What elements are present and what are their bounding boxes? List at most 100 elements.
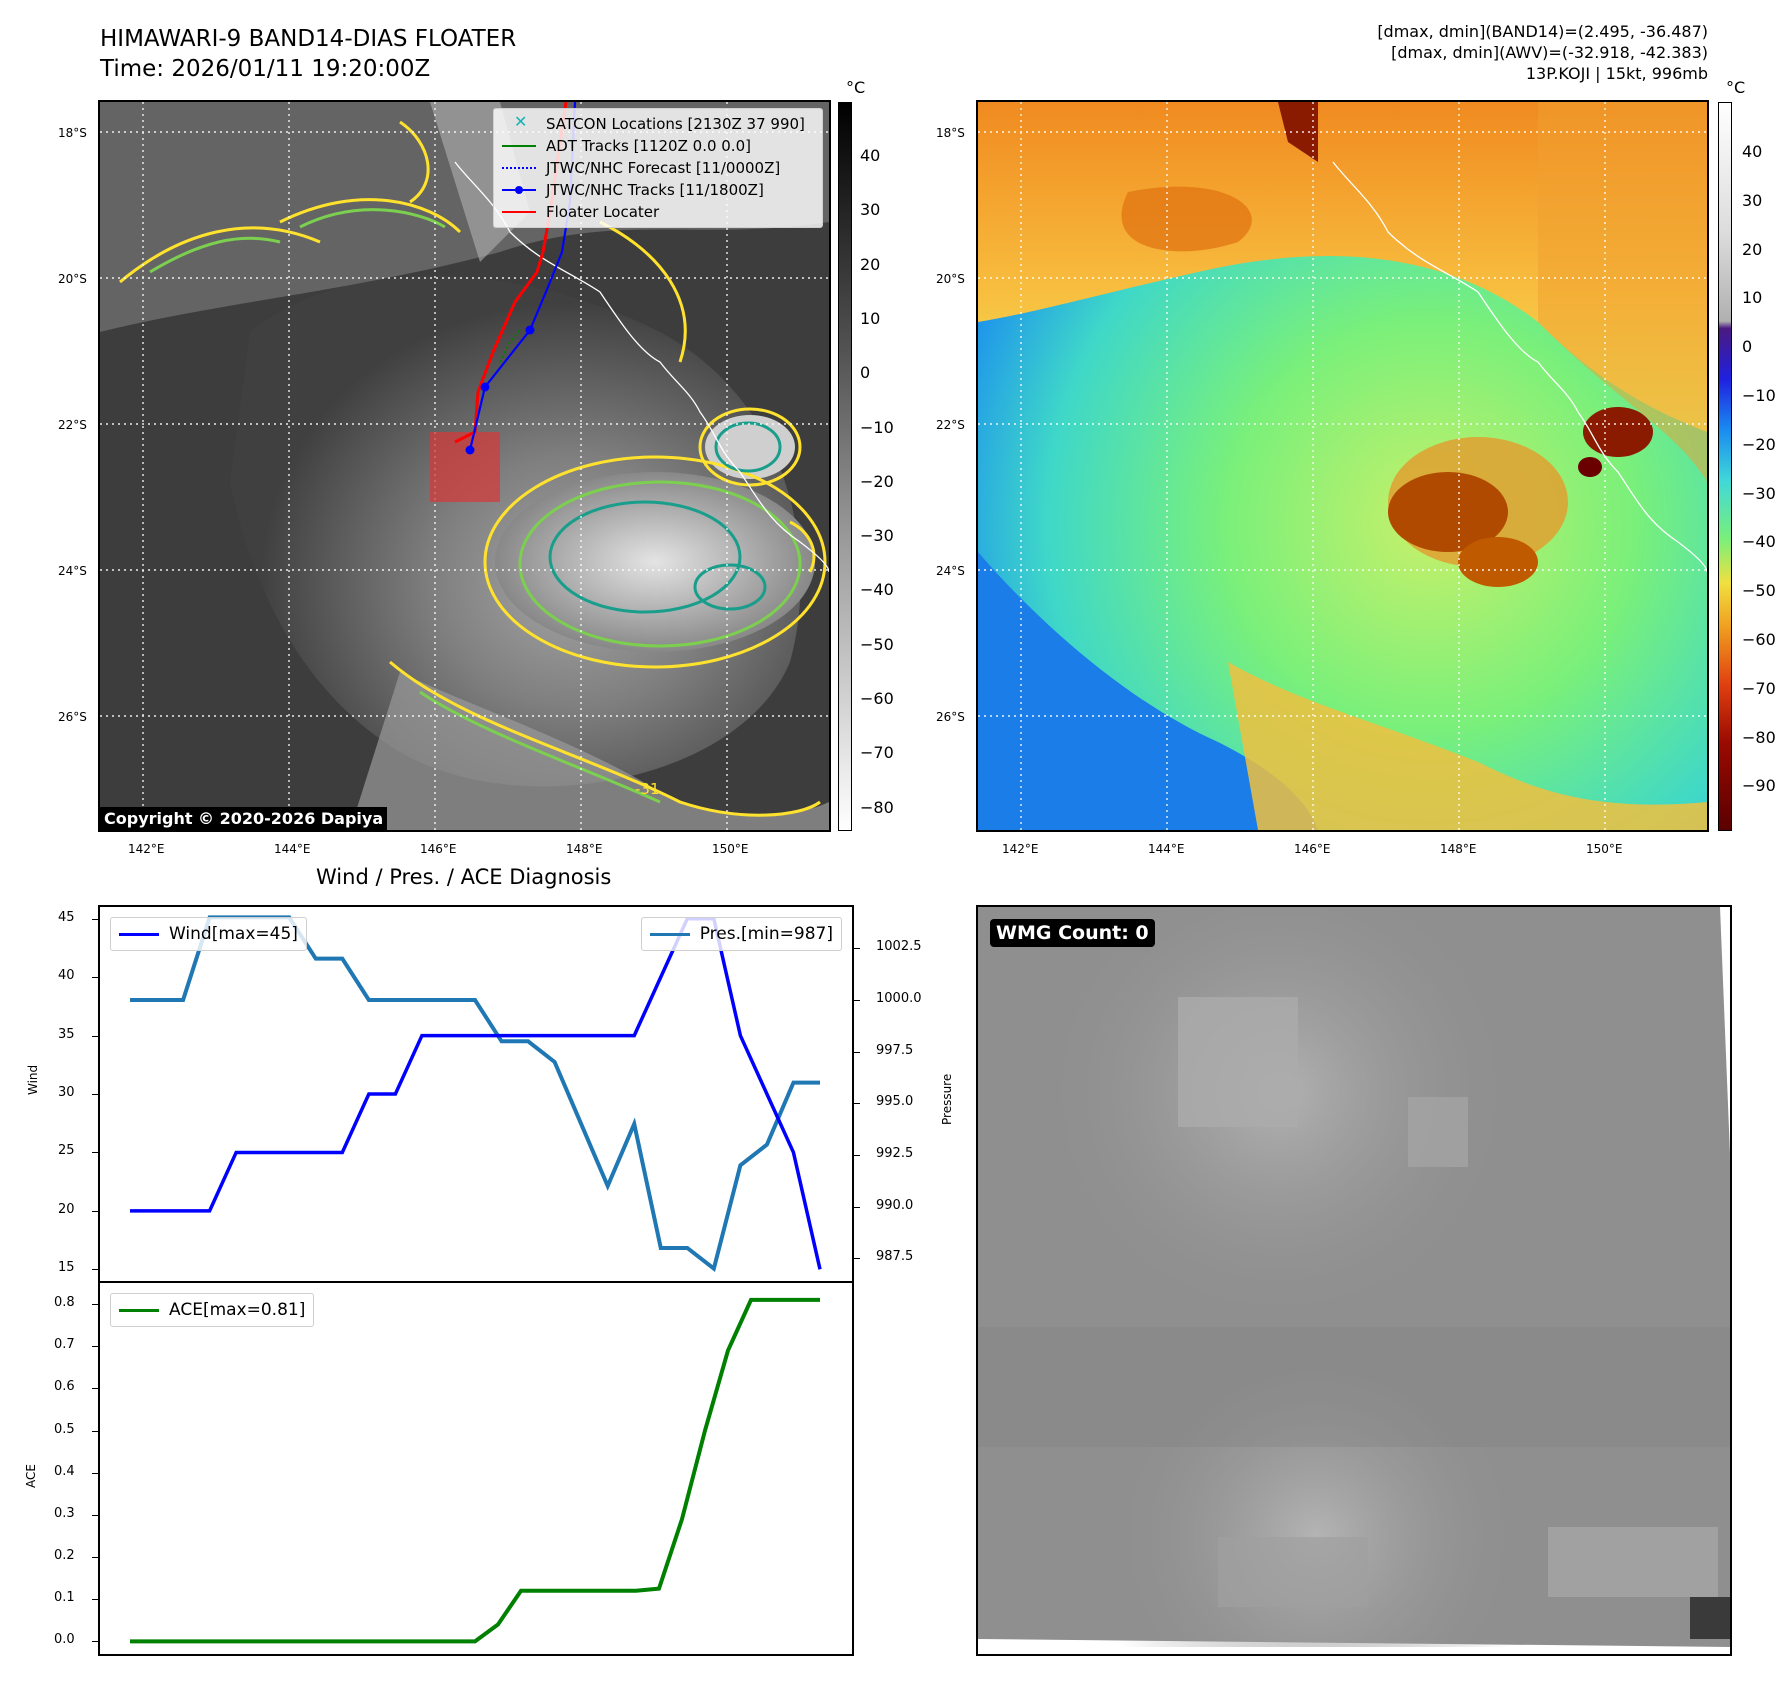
colorbar-tick-label: 30 [860, 200, 881, 220]
wind-tick-mark [92, 1210, 98, 1212]
legend-item-floater: Floater Locater [502, 201, 814, 223]
pressure-tick-label: 995.0 [876, 1094, 914, 1110]
pressure-tick-mark [854, 1206, 860, 1208]
pressure-tick-mark [854, 999, 860, 1001]
lon-label: 144°E [1148, 842, 1185, 856]
wind-tick-mark [92, 918, 98, 920]
ace-legend-label: ACE[max=0.81] [169, 1300, 306, 1320]
colorbar-tick-label: 10 [860, 308, 881, 328]
wind-tick-label: 25 [58, 1143, 75, 1159]
ace-tick-label: 0.3 [54, 1505, 75, 1521]
floater-box [430, 432, 500, 502]
colorbar-tick-label: 20 [860, 254, 881, 274]
ace-tick-mark [92, 1641, 98, 1643]
lon-label: 144°E [274, 842, 311, 856]
ace-tick-label: 0.1 [54, 1590, 75, 1606]
colorbar-tick-label: 30 [1742, 190, 1763, 210]
ace-tick-label: 0.6 [54, 1379, 75, 1395]
legend-item-satcon: ✕ SATCON Locations [2130Z 37 990] [514, 112, 805, 133]
ace-axis-label: ACE [24, 1464, 38, 1488]
left-colorbar-unit: °C [846, 78, 866, 97]
colorbar-tick-label: −10 [1742, 386, 1776, 405]
wind-legend-label: Wind[max=45] [169, 924, 298, 944]
pressure-tick-label: 997.5 [876, 1042, 914, 1058]
pressure-tick-mark [854, 1103, 860, 1105]
left-map-panel: -31 ✕ SATCON Locations [2130Z 37 990] [98, 100, 831, 832]
colorbar-tick-label: 40 [1742, 142, 1763, 161]
ace-tick-mark [92, 1388, 98, 1390]
colorbar-tick-label: −60 [860, 689, 894, 708]
wmg-panel: WMG Count: 0 [976, 905, 1732, 1656]
wind-tick-label: 30 [58, 1085, 75, 1100]
pressure-tick-mark [854, 1258, 860, 1260]
chart-title: HIMAWARI-9 BAND14-DIAS FLOATER [100, 26, 517, 52]
lat-label: 20°S [936, 272, 965, 286]
ace-tick-mark [92, 1430, 98, 1432]
map-gridlines [978, 102, 1707, 830]
colorbar-tick-label: 0 [1742, 337, 1753, 357]
wind-pressure-svg [130, 915, 822, 1273]
ace-tick-mark [92, 1346, 98, 1348]
legend-item-jtwc-tracks: JTWC/NHC Tracks [11/1800Z] [502, 179, 814, 201]
lat-label: 18°S [936, 126, 965, 140]
colorbar-tick-label: −50 [1742, 581, 1776, 601]
coastline [454, 161, 829, 573]
colorbar-tick-label: −40 [1742, 532, 1776, 552]
chart-time: Time: 2026/01/11 19:20:00Z [100, 56, 431, 82]
legend-item-jtwc-forecast: JTWC/NHC Forecast [11/0000Z] [502, 157, 814, 179]
pressure-tick-mark [854, 948, 860, 950]
lat-label: 24°S [936, 564, 965, 578]
left-colorbar [838, 102, 852, 831]
lat-label: 22°S [936, 418, 965, 432]
pressure-legend: Pres.[min=987] [640, 917, 842, 951]
right-colorbar-unit: °C [1726, 78, 1746, 97]
wind-tick-label: 45 [58, 909, 75, 925]
convection-core [495, 472, 815, 652]
wind-tick-mark [92, 977, 98, 979]
ace-tick-label: 0.8 [54, 1295, 75, 1311]
lat-label: 20°S [58, 272, 87, 286]
contour-label: -31 [635, 780, 660, 798]
right-map-panel [976, 100, 1709, 832]
ace-legend: ACE[max=0.81] [110, 1293, 315, 1327]
wind-tick-label: 15 [58, 1260, 75, 1276]
pressure-tick-label: 992.5 [876, 1145, 914, 1161]
lon-label: 146°E [420, 842, 457, 856]
wind-tick-mark [92, 1152, 98, 1154]
wind-tick-label: 35 [58, 1026, 75, 1042]
colorbar-tick-label: −80 [1742, 727, 1776, 747]
lat-label: 18°S [58, 126, 87, 140]
ace-tick-mark [92, 1599, 98, 1601]
wmg-count-badge: WMG Count: 0 [990, 919, 1155, 947]
wind-line [130, 916, 822, 1270]
lon-label: 146°E [1294, 842, 1331, 856]
diagnosis-title: Wind / Pres. / ACE Diagnosis [316, 865, 612, 889]
lon-label: 142°E [128, 842, 165, 856]
ace-panel: ACE[max=0.81] [98, 1281, 854, 1656]
pressure-line [130, 915, 820, 1273]
lon-label: 150°E [1586, 842, 1623, 856]
track-point [480, 382, 490, 392]
ace-svg [130, 1297, 820, 1644]
ace-line [130, 1297, 820, 1644]
wind-tick-mark [92, 1269, 98, 1271]
wind-tick-label: 40 [58, 968, 75, 984]
lon-label: 142°E [1002, 842, 1039, 856]
colorbar-tick-label: 40 [860, 146, 881, 165]
pressure-tick-mark [854, 1051, 860, 1053]
colorbar-tick-label: −30 [1742, 483, 1776, 503]
ace-tick-mark [92, 1557, 98, 1559]
right-map-svg [978, 102, 1707, 830]
ace-tick-mark [92, 1472, 98, 1474]
pressure-tick-label: 1002.5 [876, 939, 922, 955]
colorbar-tick-label: −40 [860, 580, 894, 600]
right-colorbar [1718, 102, 1732, 831]
pressure-legend-label: Pres.[min=987] [699, 924, 833, 944]
lat-label: 22°S [58, 418, 87, 432]
lon-label: 148°E [566, 842, 603, 856]
ace-tick-label: 0.0 [54, 1632, 75, 1648]
ace-tick-mark [92, 1514, 98, 1516]
lat-label: 24°S [58, 564, 87, 578]
lon-label: 150°E [712, 842, 749, 856]
colorbar-tick-label: 10 [1742, 288, 1763, 308]
